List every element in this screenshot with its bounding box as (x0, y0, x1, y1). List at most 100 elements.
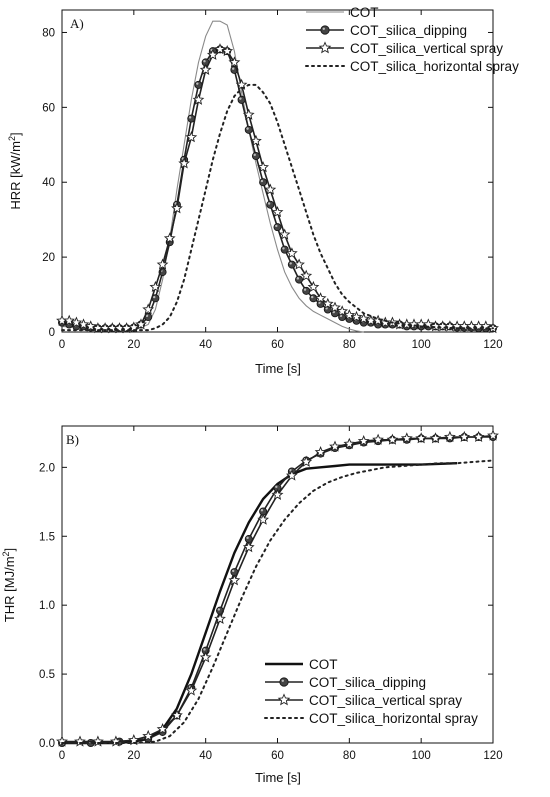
panel-a-data-point (251, 152, 260, 161)
panel-a-series-line (61, 20, 364, 333)
panel-b-data-point (372, 433, 384, 445)
panel-b-data-point (228, 574, 241, 586)
panel-a-data-point (257, 161, 269, 173)
panel-b-data-point (357, 435, 370, 447)
panel-b-data-point (185, 684, 198, 696)
panel-b-data-point (300, 455, 313, 467)
panel-a-data-point (171, 202, 183, 214)
panel-a-x-tick-label: 40 (199, 339, 212, 351)
panel-a-series-line (61, 48, 493, 330)
panel-a-data-point (302, 286, 311, 295)
panel-b-data-point-highlight (232, 569, 235, 573)
panel-b-legend-swatch-marker (279, 677, 289, 687)
panel-b-y-axis-label-end: ] (2, 548, 17, 552)
panel-a-data-point (244, 125, 253, 134)
panel-a-data-point-highlight (289, 262, 292, 265)
panel-a-y-tick-label: 0 (49, 327, 55, 339)
panel-a-data-point-highlight (232, 67, 235, 70)
panel-a-data-point-highlight (267, 202, 271, 205)
panel-a-x-tick-label: 80 (343, 339, 356, 351)
panel-a-data-point (293, 258, 305, 270)
panel-a-data-point (77, 318, 90, 330)
panel-a-data-point-highlight (145, 314, 149, 318)
panel-b-data-point (92, 735, 104, 747)
panel-a-y-tick-label: 40 (42, 177, 55, 189)
panel-a-data-point (156, 258, 169, 270)
panel-b-x-tick-label: 80 (343, 750, 356, 762)
panel-a-data-point (142, 303, 155, 315)
panel-a-data-point (163, 232, 176, 244)
panel-a-legend-label: COT_silica_vertical spray (350, 41, 503, 56)
panel-b-data-point-highlight (289, 469, 292, 472)
panel-b-data-point (487, 429, 499, 441)
panel-a-legend-label: COT_silica_horizontal spray (350, 59, 519, 74)
panel-a-series-2 (56, 43, 499, 334)
panel-b-data-point (472, 430, 485, 443)
panel-b-data-point (74, 735, 86, 747)
panel-b-data-point (415, 432, 428, 444)
panel-b-data-point (257, 513, 270, 525)
panel-a-y-tick-label: 20 (42, 252, 55, 264)
panel-b-y-axis-label-sup: 2 (1, 551, 11, 556)
panel-b-legend-swatch-marker (277, 693, 291, 706)
panel-a-y-axis-label: HRR [kW/m2] (7, 132, 23, 209)
panel-b-legend-label: COT_silica_dipping (309, 675, 426, 690)
panel-a-x-tick-label: 20 (127, 339, 140, 351)
panel-b-legend-label: COT_silica_vertical spray (309, 693, 462, 708)
panel-b-data-point (285, 469, 298, 481)
panel-a-hrr-chart: A) Time [s] HRR [kW/m2] 0 20 40 60 80 100 120 … (7, 5, 519, 376)
panel-a-data-point (264, 183, 277, 195)
panel-a-data-point-highlight (188, 116, 192, 119)
panel-a-data-point-highlight (246, 127, 249, 130)
panel-a-data-point (271, 206, 284, 218)
panel-a-data-point (273, 223, 282, 232)
panel-a-data-point-highlight (260, 179, 264, 183)
panel-a-label: A) (70, 16, 84, 31)
panel-a-x-tick-label: 120 (483, 339, 502, 351)
panel-a-x-tick-label: 60 (271, 339, 284, 351)
panel-a-data-point-highlight (275, 224, 278, 228)
panel-a-data-point-highlight (253, 153, 256, 157)
panel-a-data-point (178, 157, 191, 169)
panel-a-data-point-highlight (303, 288, 307, 291)
panel-b-x-tick-label: 40 (199, 750, 212, 762)
panel-a-series-3 (61, 83, 494, 332)
panel-b-x-tick-label: 60 (271, 750, 284, 762)
panel-b-data-point (314, 446, 327, 458)
panel-a-data-point (307, 280, 320, 293)
panel-a-data-point (221, 45, 234, 57)
panel-b-series-line (61, 459, 494, 744)
panel-a-y-ticks: 0 20 40 60 80 (42, 27, 493, 339)
panel-a-data-point (300, 269, 313, 281)
panel-b-data-point-highlight (217, 608, 221, 611)
panel-b-x-tick-label: 100 (412, 750, 431, 762)
panel-a-legend: COT COT_silica_dipping COT_silica_vertical… (305, 5, 519, 74)
panel-a-data-point (314, 292, 327, 304)
panel-b-y-tick-label: 2.0 (39, 462, 55, 474)
panel-a-y-axis-label-main: HRR [kW/m (8, 141, 23, 210)
panel-b-data-point (214, 612, 226, 624)
panel-b-data-point (242, 541, 255, 553)
panel-a-series-0 (61, 20, 364, 333)
panel-a-x-axis-label: Time [s] (255, 361, 301, 376)
panel-a-data-point (242, 108, 255, 120)
panel-b-legend-label: COT (309, 657, 338, 672)
panel-b-thr-chart: B) Time [s] THR [MJ/m2] 0 20 40 60 80 100 120 … (1, 425, 503, 785)
panel-a-data-point (350, 310, 363, 323)
panel-a-data-point (185, 131, 198, 143)
panel-a-data-point (285, 247, 298, 259)
panel-a-data-point (214, 43, 226, 55)
panel-b-data-point (429, 432, 442, 444)
panel-b-y-tick-label: 1.5 (39, 531, 55, 543)
panel-a-data-point-highlight (311, 295, 314, 299)
panel-a-data-point (266, 200, 275, 209)
panel-b-y-tick-label: 0.0 (39, 738, 55, 750)
panel-a-data-point-highlight (196, 82, 199, 85)
panel-a-data-point-highlight (282, 247, 285, 250)
panel-b-data-point (199, 651, 212, 663)
panel-b-data-point (171, 709, 183, 721)
panel-a-legend-swatch-marker (320, 25, 330, 35)
panel-a-data-point (84, 320, 97, 332)
panel-a-data-point (199, 63, 212, 75)
